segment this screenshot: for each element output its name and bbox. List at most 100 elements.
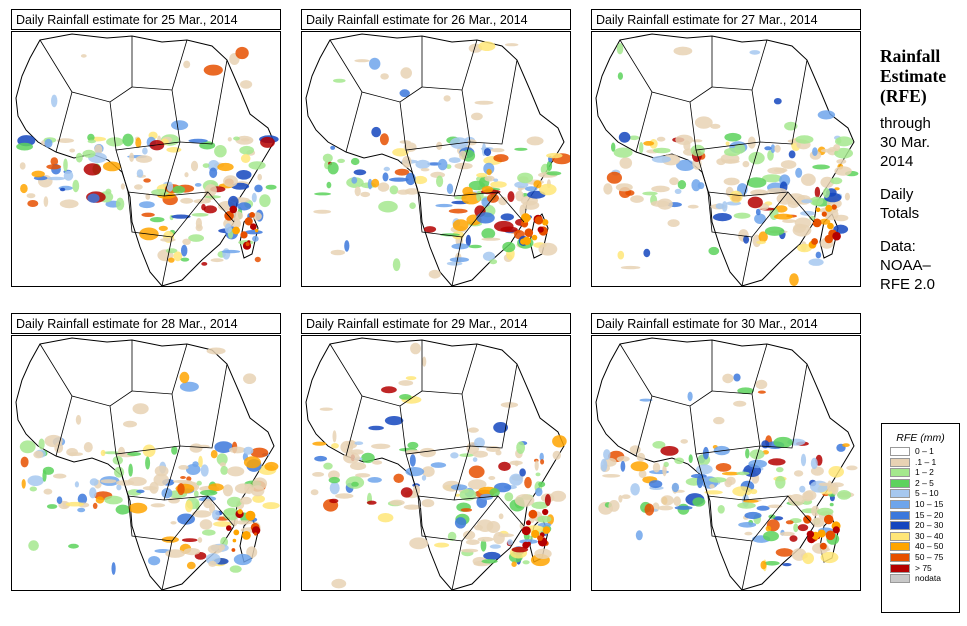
rain-blob xyxy=(676,159,695,171)
rain-blob xyxy=(831,483,839,495)
rain-blob xyxy=(447,531,457,541)
rain-blob xyxy=(834,166,852,176)
rain-blob xyxy=(630,461,649,472)
rain-blob xyxy=(606,171,622,184)
rain-blob xyxy=(94,144,103,155)
rain-blob xyxy=(248,161,266,170)
rain-blob xyxy=(651,155,671,163)
rain-blob-intense xyxy=(528,509,538,519)
rainfall-map xyxy=(11,335,281,591)
rain-blob xyxy=(674,457,685,465)
rain-blob xyxy=(179,381,199,392)
rain-blob xyxy=(194,183,202,187)
rain-blob xyxy=(111,562,116,575)
rainfall-map xyxy=(591,31,861,287)
rain-blob xyxy=(203,205,217,214)
legend-item: 2 – 5 xyxy=(882,478,959,489)
rain-blob xyxy=(208,483,224,492)
rain-blob-intense xyxy=(245,242,250,247)
legend-label: 40 – 50 xyxy=(915,541,944,552)
rain-blob xyxy=(405,376,417,381)
rain-blob xyxy=(754,213,766,224)
rain-blob xyxy=(51,94,58,108)
rain-blob xyxy=(312,441,327,446)
rain-blob-intense xyxy=(817,529,826,538)
rain-blob xyxy=(694,116,713,129)
map-panel-28-mar: Daily Rainfall estimate for 28 Mar., 201… xyxy=(11,313,281,591)
rain-blob-intense xyxy=(537,226,544,233)
rain-blob xyxy=(748,151,765,165)
legend-swatch xyxy=(890,542,910,552)
rain-blob-intense xyxy=(824,234,833,244)
rain-blob xyxy=(74,481,79,488)
rain-blob xyxy=(550,490,567,502)
rain-blob xyxy=(687,204,699,209)
rain-blob xyxy=(842,443,850,447)
rain-blob xyxy=(122,133,134,147)
rain-blob xyxy=(797,243,812,253)
rain-blob xyxy=(100,449,106,457)
rain-blob-intense xyxy=(254,228,259,233)
rain-blob xyxy=(449,257,469,263)
rain-blob xyxy=(72,179,80,193)
rain-blob xyxy=(702,446,709,460)
rain-blob xyxy=(333,78,346,83)
rain-blob xyxy=(471,112,483,121)
rain-blob xyxy=(410,342,421,355)
rain-blob xyxy=(419,447,436,458)
rain-blob xyxy=(546,160,553,171)
rain-blob xyxy=(46,164,62,170)
rain-blob-intense xyxy=(825,530,836,541)
rain-blob xyxy=(535,472,541,477)
rain-blob xyxy=(129,152,134,162)
rain-blob xyxy=(793,470,804,477)
rain-blob xyxy=(250,447,269,458)
rain-blob xyxy=(820,551,839,564)
rain-blob xyxy=(629,445,641,455)
rain-blob xyxy=(19,162,26,170)
rain-blob xyxy=(460,508,473,512)
rain-blob xyxy=(734,143,746,154)
rain-blob-intense xyxy=(542,219,549,226)
rain-blob xyxy=(461,548,479,553)
rain-blob xyxy=(603,449,611,460)
rain-blob xyxy=(516,441,525,454)
rain-blob-intense xyxy=(831,204,837,210)
rain-blob xyxy=(721,471,741,476)
rain-blob-intense xyxy=(534,216,544,225)
rain-blob xyxy=(519,468,526,477)
rain-blob xyxy=(437,158,448,171)
rain-blob xyxy=(118,446,125,457)
rain-blob xyxy=(636,452,646,462)
rain-blob xyxy=(463,530,476,540)
rain-blob xyxy=(77,507,86,513)
africa-outline xyxy=(15,337,275,590)
rain-blob xyxy=(514,494,535,507)
rain-blob xyxy=(811,517,825,528)
rain-blob xyxy=(526,136,544,146)
rain-blob xyxy=(361,452,375,464)
rain-blob xyxy=(145,193,151,200)
legend-item: 10 – 15 xyxy=(882,499,959,510)
rain-blob xyxy=(745,448,750,459)
rain-blob xyxy=(92,502,98,509)
rain-blob xyxy=(252,212,262,221)
rain-blob xyxy=(409,454,416,467)
rain-blob xyxy=(234,483,253,494)
rain-blob xyxy=(648,480,663,489)
rain-blob xyxy=(210,258,224,263)
rain-blob xyxy=(257,173,262,181)
rain-blob xyxy=(407,441,419,449)
map-panel-30-mar: Daily Rainfall estimate for 30 Mar., 201… xyxy=(591,313,861,591)
rain-blob xyxy=(212,509,220,521)
rain-blob xyxy=(328,476,340,484)
rain-blob xyxy=(327,162,339,175)
rain-blob xyxy=(180,197,194,204)
country-border xyxy=(451,236,463,286)
rain-blob xyxy=(674,505,693,510)
rain-blob xyxy=(149,217,165,223)
rain-blob xyxy=(618,131,631,143)
rainfall-blobs xyxy=(19,347,280,575)
legend-label: nodata xyxy=(915,573,941,584)
rain-blob xyxy=(833,144,840,152)
